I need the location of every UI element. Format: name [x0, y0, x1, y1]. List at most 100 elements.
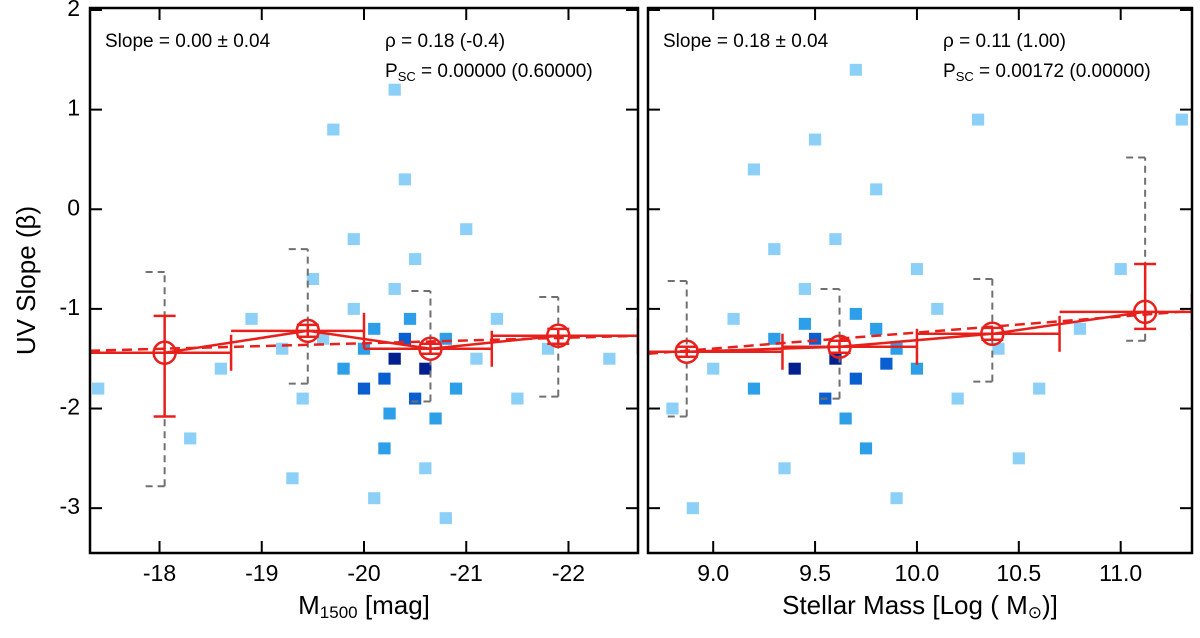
histogram-cell [808, 332, 822, 345]
histogram-cell [778, 462, 791, 475]
plot-area [648, 63, 1192, 515]
psc-part: P [943, 61, 956, 82]
x-axis-label-part: Stellar Mass [Log ( M [782, 590, 1028, 620]
histogram-cell [439, 512, 452, 525]
histogram-cell [603, 352, 616, 365]
mean-point [674, 339, 699, 364]
histogram-cell [429, 412, 442, 425]
histogram-cell [511, 392, 524, 405]
histogram-cell [449, 382, 463, 395]
histogram-cell [408, 253, 422, 266]
x-axis-label: Stellar Mass [Log ( M⊙)] [782, 590, 1058, 623]
histogram-cell [286, 472, 299, 485]
x-tick-label: -22 [552, 560, 585, 586]
x-axis-label: M1500 [mag] [298, 590, 430, 623]
histogram-cell [327, 123, 340, 136]
psc-part: = 0.00172 (0.00000) [974, 61, 1151, 82]
mean-point [418, 336, 443, 361]
histogram-cell [727, 312, 740, 325]
histogram-cell [666, 402, 679, 415]
histogram-cell [798, 317, 811, 330]
psc-part: = 0.00000 (0.60000) [416, 61, 593, 82]
histogram-cell [368, 492, 381, 505]
histogram-cell [419, 462, 432, 475]
histogram-cell [1114, 263, 1127, 276]
histogram-cell [747, 382, 761, 395]
mean-point [827, 334, 852, 360]
y-tick-label: -3 [60, 493, 80, 519]
histogram-cell [383, 407, 396, 420]
histogram-cell [1073, 322, 1087, 335]
y-tick-label: 0 [67, 194, 80, 220]
histogram-cell [388, 282, 401, 295]
y-tick-label: -2 [60, 394, 80, 420]
histogram-cell [768, 243, 781, 256]
histogram-cell [890, 492, 903, 505]
histogram-cell [357, 382, 371, 395]
psc-part: P [385, 61, 398, 82]
mean-point [1132, 299, 1158, 325]
histogram-cell [849, 307, 862, 320]
histogram-cell [992, 342, 1005, 355]
histogram-cell [184, 432, 197, 445]
psc-annotation: PSC = 0.00172 (0.00000) [943, 61, 1151, 84]
y-tick-label: 2 [67, 0, 80, 21]
panel: -18 -19 -20 -21 -22 -3 -2 -1 0 1 2 UV Slope (β) M150… [11, 0, 640, 623]
histogram-cell [910, 263, 924, 276]
histogram-cell [378, 442, 391, 455]
slope-annotation: Slope = 0.00 ± 0.04 [105, 31, 271, 52]
histogram-cell [419, 362, 432, 375]
histogram-cell [439, 332, 452, 345]
x-axis-label-part: [mag] [358, 590, 430, 620]
histogram-cell [470, 352, 483, 365]
plot-area [90, 83, 638, 525]
histogram-cell [296, 392, 309, 405]
y-axis-label: UV Slope (β) [11, 206, 41, 355]
histogram-cell [245, 312, 258, 325]
histogram-cell [378, 372, 391, 385]
histogram-cell [849, 372, 862, 385]
histogram-cell [1012, 452, 1025, 465]
panel: 9.0 9.5 10.0 10.5 11.0 Stellar Mass [Log ( M⊙… [646, 6, 1194, 623]
histogram-cell [306, 273, 320, 285]
histogram-cell [1033, 382, 1046, 395]
plot-frame [88, 6, 640, 555]
rho-annotation: ρ = 0.18 (-0.4) [385, 31, 505, 52]
histogram-cell [541, 342, 555, 355]
histogram-cell [408, 392, 422, 405]
histogram-cell [829, 352, 842, 365]
x-axis-label-sub: 1500 [320, 603, 358, 622]
mean-point [980, 321, 1005, 347]
histogram-cell [316, 332, 330, 345]
mean-point [295, 318, 321, 344]
histogram-cell [798, 282, 811, 295]
histogram-cell [92, 382, 105, 395]
histogram-cell [859, 442, 873, 455]
histogram-cell [971, 113, 985, 126]
histogram-cell [910, 362, 924, 375]
x-axis-label-part: )] [1042, 590, 1058, 620]
histogram-cell [747, 163, 761, 176]
histogram-cell [368, 322, 381, 335]
histogram-cell [276, 342, 289, 355]
psc-annotation: PSC = 0.00000 (0.60000) [385, 61, 593, 84]
histogram-cell [1175, 113, 1188, 126]
histogram-cell [839, 412, 852, 425]
histogram-cell [707, 362, 720, 375]
mean-point [546, 323, 571, 349]
histogram-cell [347, 302, 360, 315]
mean-point [152, 340, 177, 365]
histogram-cell [388, 352, 401, 365]
psc-sub: SC [398, 69, 416, 84]
histogram-cell [686, 502, 699, 515]
x-tick-label: -21 [450, 560, 483, 586]
histogram-cell [403, 312, 417, 325]
histogram-cell [768, 332, 781, 345]
x-tick-label: -19 [245, 560, 278, 586]
histogram-cell [337, 362, 350, 375]
x-axis-label-sub: ⊙ [1028, 603, 1042, 622]
histogram-cell [398, 332, 412, 345]
histogram-cell [808, 133, 822, 146]
rho-annotation: ρ = 0.11 (1.00) [943, 31, 1066, 52]
